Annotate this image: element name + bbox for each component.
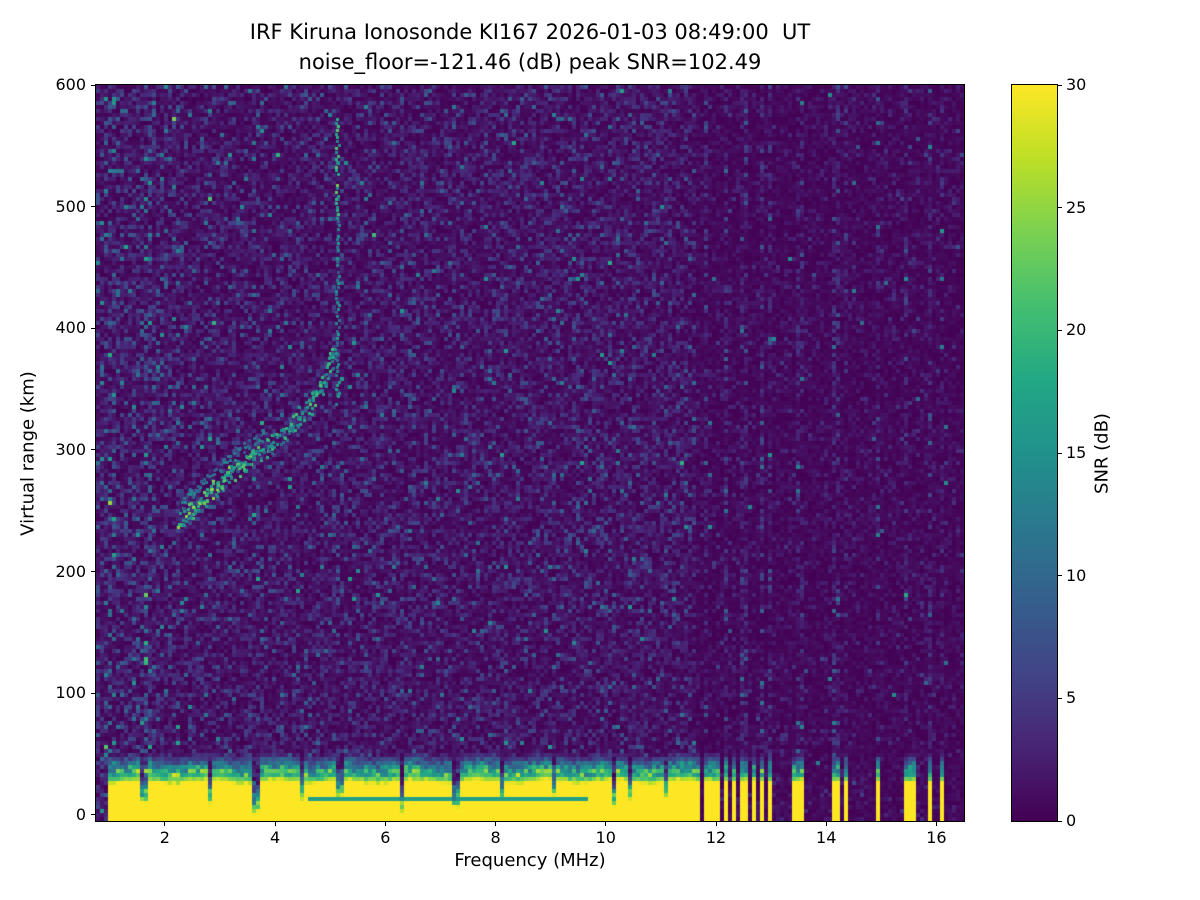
colorbar bbox=[1012, 85, 1057, 821]
y-tick-label: 300 bbox=[55, 439, 86, 459]
x-tick-label: 14 bbox=[816, 828, 837, 847]
colorbar-tick-label: 15 bbox=[1066, 443, 1087, 462]
colorbar-tick-label: 10 bbox=[1066, 565, 1087, 585]
colorbar-tick-label: 0 bbox=[1066, 811, 1077, 830]
x-tick-mark bbox=[825, 822, 827, 826]
y-tick-mark bbox=[91, 692, 95, 694]
y-tick-mark bbox=[91, 206, 95, 208]
y-tick-mark bbox=[91, 449, 95, 451]
y-tick-label: 100 bbox=[55, 683, 86, 703]
y-tick-label: 0 bbox=[75, 804, 86, 824]
x-tick-label: 8 bbox=[490, 828, 501, 847]
y-tick-mark bbox=[91, 571, 95, 573]
y-tick-label: 500 bbox=[55, 196, 86, 216]
colorbar-tick-label: 25 bbox=[1066, 197, 1087, 217]
x-tick-label: 2 bbox=[159, 828, 170, 847]
colorbar-tick-mark bbox=[1058, 575, 1062, 577]
x-tick-label: 4 bbox=[270, 828, 281, 847]
x-tick-mark bbox=[384, 822, 386, 826]
x-tick-mark bbox=[605, 822, 607, 826]
y-tick-mark bbox=[91, 84, 95, 86]
colorbar-tick-mark bbox=[1058, 329, 1062, 331]
x-tick-mark bbox=[715, 822, 717, 826]
x-tick-label: 16 bbox=[926, 828, 947, 847]
colorbar-tick-label: 20 bbox=[1066, 320, 1087, 340]
colorbar-tick-mark bbox=[1058, 207, 1062, 209]
x-tick-mark bbox=[164, 822, 166, 826]
x-axis-label: Frequency (MHz) bbox=[454, 850, 606, 871]
y-tick-label: 200 bbox=[55, 561, 86, 581]
x-tick-mark bbox=[274, 822, 276, 826]
y-tick-label: 400 bbox=[55, 318, 86, 338]
x-tick-label: 6 bbox=[380, 828, 391, 847]
x-tick-mark bbox=[935, 822, 937, 826]
x-tick-mark bbox=[495, 822, 497, 826]
colorbar-tick-mark bbox=[1058, 452, 1062, 454]
chart-title: IRF Kiruna Ionosonde KI167 2026-01-03 08… bbox=[249, 20, 811, 44]
chart-subtitle: noise_floor=-121.46 (dB) peak SNR=102.49 bbox=[298, 50, 762, 74]
y-tick-mark bbox=[91, 814, 95, 816]
x-tick-label: 12 bbox=[705, 828, 727, 847]
colorbar-tick-mark bbox=[1058, 697, 1062, 699]
heatmap-canvas bbox=[96, 85, 964, 821]
colorbar-tick-mark bbox=[1058, 820, 1062, 822]
y-tick-label: 600 bbox=[55, 75, 86, 94]
colorbar-tick-mark bbox=[1058, 84, 1062, 86]
colorbar-tick-label: 30 bbox=[1066, 75, 1087, 94]
x-tick-label: 10 bbox=[595, 828, 616, 847]
y-tick-mark bbox=[91, 327, 95, 329]
colorbar-tick-label: 5 bbox=[1066, 688, 1077, 708]
